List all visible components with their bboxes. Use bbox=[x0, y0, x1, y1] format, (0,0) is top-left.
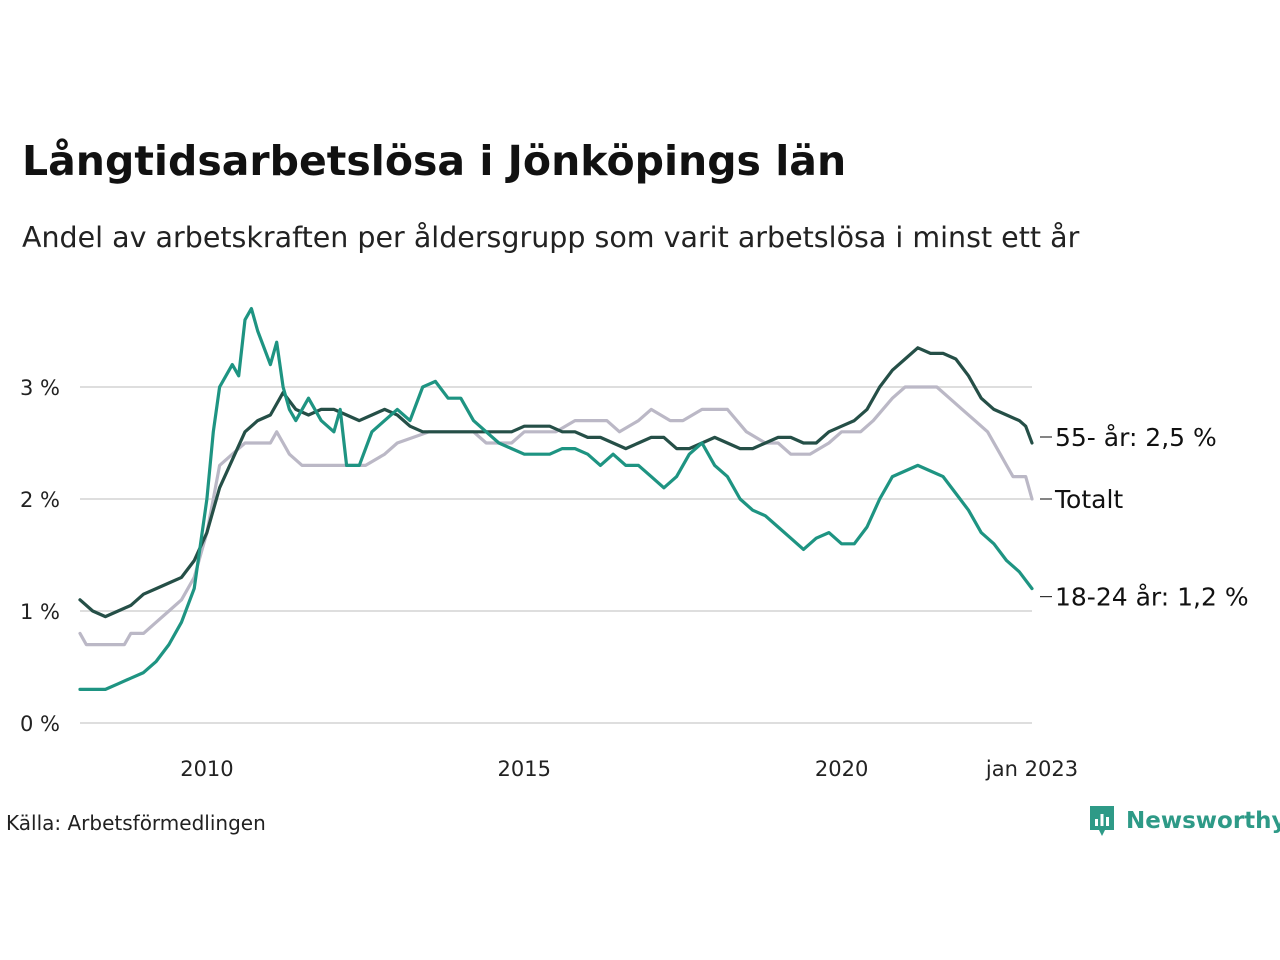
chart-subtitle: Andel av arbetskraften per åldersgrupp s… bbox=[22, 221, 1080, 254]
newsworthy-logo: Newsworthy bbox=[1088, 804, 1280, 838]
x-tick-label: 2020 bbox=[815, 757, 868, 781]
end-label-age55: 55- år: 2,5 % bbox=[1055, 423, 1217, 452]
y-axis-ticks: 0 % 1 % 2 % 3 % bbox=[20, 376, 60, 736]
end-label-age18_24: 18-24 år: 1,2 % bbox=[1055, 583, 1249, 612]
series-line-age18_24 bbox=[78, 307, 1034, 691]
x-tick-label: 2015 bbox=[498, 757, 551, 781]
y-tick-label: 0 % bbox=[20, 712, 60, 736]
newsworthy-icon bbox=[1090, 806, 1114, 836]
series-line-age55 bbox=[78, 346, 1034, 619]
series-lines bbox=[78, 307, 1034, 691]
y-tick-label: 1 % bbox=[20, 600, 60, 624]
end-label-total: Totalt bbox=[1054, 485, 1123, 514]
end-labels: Totalt 55- år: 2,5 % 18-24 år: 1,2 % bbox=[1040, 423, 1249, 612]
x-tick-label: jan 2023 bbox=[985, 757, 1078, 781]
series-line-total bbox=[78, 385, 1034, 647]
chart-title: Långtidsarbetslösa i Jönköpings län bbox=[22, 137, 847, 185]
source-note: Källa: Arbetsförmedlingen bbox=[6, 811, 266, 835]
grid-lines bbox=[80, 386, 1032, 724]
x-axis-ticks: 2010 2015 2020 jan 2023 bbox=[180, 757, 1078, 781]
y-tick-label: 3 % bbox=[20, 376, 60, 400]
brand-name: Newsworthy bbox=[1126, 808, 1280, 834]
x-tick-label: 2010 bbox=[180, 757, 233, 781]
y-tick-label: 2 % bbox=[20, 488, 60, 512]
